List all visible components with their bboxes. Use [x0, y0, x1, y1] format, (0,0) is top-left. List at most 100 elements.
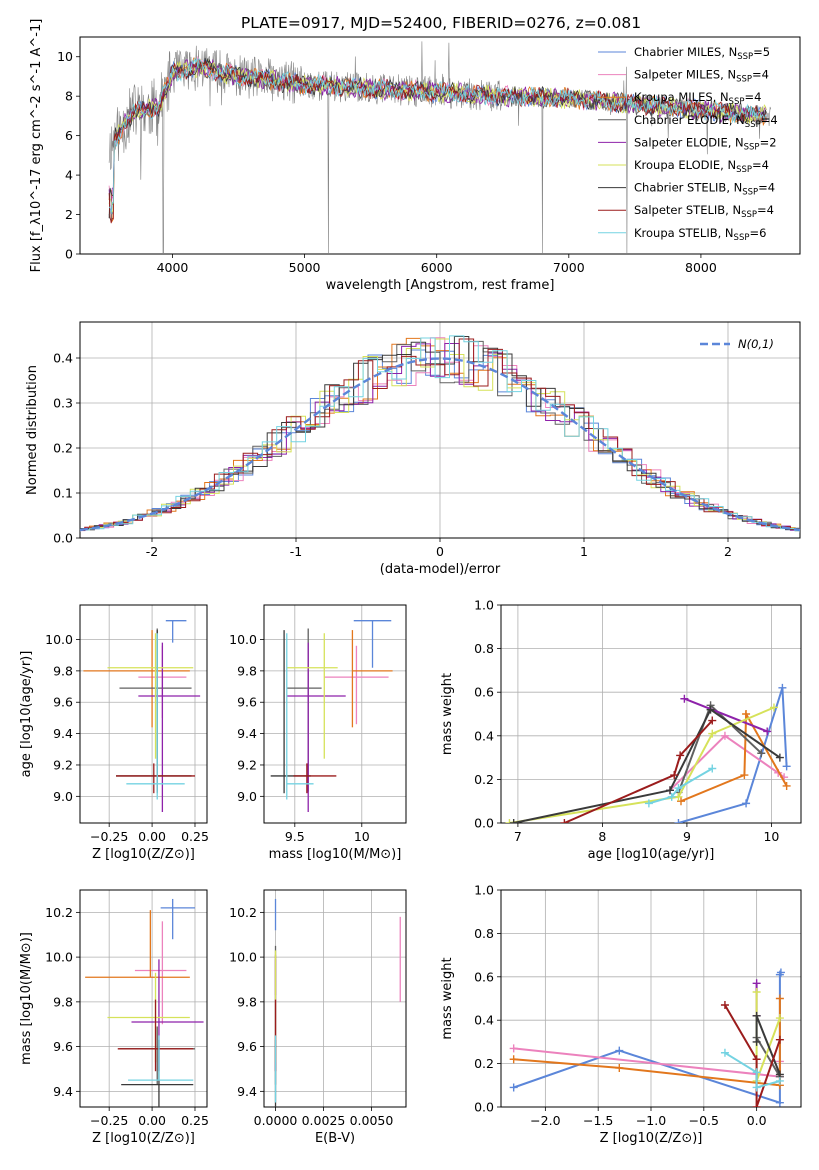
y-tick-label: 9.6: [53, 695, 73, 710]
x-tick-label: 10: [763, 829, 779, 844]
x-tick-label: 0.25: [181, 1113, 209, 1128]
x-tick-label: −0.25: [90, 829, 128, 844]
y-tick-label: 10: [57, 49, 73, 64]
marker-kroupa_stelib: [720, 1048, 729, 1057]
x-tick-label: 8000: [685, 260, 717, 275]
x-tick-label: 7: [514, 829, 522, 844]
x-axis-label: E(B-V): [315, 1131, 355, 1146]
marker-salpeter_miles: [509, 1044, 518, 1053]
x-axis-label: age [log10(age/yr)]: [588, 847, 715, 862]
marker-salpeter_stelib: [708, 716, 717, 725]
y-tick-label: 9.4: [237, 1084, 257, 1099]
y-tick-label: 9.8: [237, 663, 257, 678]
x-tick-label: −0.5: [689, 1113, 719, 1128]
x-axis-label: Z [log10(Z/Z⊙)]: [92, 1131, 195, 1146]
y-tick-label: 0.2: [474, 1056, 494, 1071]
series-chabrier_elodie: [755, 1037, 781, 1078]
legend-entry: Salpeter MILES, NSSP=4: [634, 68, 769, 85]
y-tick-label: 0.4: [474, 728, 494, 743]
y-tick-label: 9.0: [53, 789, 73, 804]
y-tick-label: 9.6: [237, 1039, 257, 1054]
mass-vs-EBV-axes: 0.0000 0.0025 0.0050 9.4 9.6 9.8 10.0 10.2 E(B-V…: [229, 889, 407, 1146]
histogram-kroupa_miles: [80, 337, 800, 532]
histogram-kroupa_stelib: [80, 335, 800, 532]
y-tick-label: 0.1: [53, 486, 73, 501]
y-tick-label: 9.4: [53, 726, 73, 741]
marker-kroupa_stelib: [752, 1083, 761, 1092]
spectrum-axes: 4000 5000 6000 7000 8000 0 2 4 6 8 10 wavelength [A…: [29, 19, 801, 293]
marker-kroupa_elodie: [775, 1014, 784, 1023]
x-tick-label: 9: [683, 829, 691, 844]
histogram-salpeter_stelib: [80, 338, 800, 531]
marker-chabrier_stelib: [752, 1037, 761, 1046]
legend-entry: Salpeter ELODIE, NSSP=2: [634, 135, 777, 152]
marker-salpeter_stelib: [752, 1103, 761, 1107]
y-tick-label: 9.8: [53, 663, 73, 678]
series-kroupa_miles: [680, 710, 788, 803]
mass-weight-vs-age-axes: 7 8 9 10 0.0 0.2 0.4 0.6 0.8 1.0 age [log10(age/yr…: [440, 598, 802, 862]
marker-kroupa_stelib: [775, 1076, 784, 1085]
y-tick-label: 9.8: [237, 994, 257, 1009]
marker-chabrier_miles: [775, 1098, 784, 1107]
mass-weight-vs-Z-axes: −2.0 −1.5 −1.0 −0.5 0.0 0.0 0.2 0.4 0.6 0.8 1.0 Z […: [440, 883, 802, 1146]
marker-chabrier_miles: [674, 819, 683, 823]
axes-frame: [79, 604, 208, 824]
marker-kroupa_stelib: [674, 784, 683, 793]
marker-kroupa_miles: [509, 1055, 518, 1064]
y-tick-label: 10.2: [229, 905, 257, 920]
axes-frame: [263, 604, 407, 824]
age-vs-Z-axes: −0.25 0.00 0.25 9.0 9.2 9.4 9.6 9.8 10.0 Z [log10…: [19, 604, 209, 862]
gaussian-curve: [79, 357, 801, 532]
y-tick-label: 10.2: [45, 905, 73, 920]
x-tick-label: 2: [724, 544, 732, 559]
x-tick-label: 0.0: [747, 1113, 767, 1128]
x-tick-label: 1: [580, 544, 588, 559]
y-tick-label: 0.3: [53, 396, 73, 411]
y-tick-label: 8: [65, 89, 73, 104]
marker-kroupa_miles: [740, 771, 749, 780]
marker-chabrier_miles: [742, 799, 751, 808]
marker-kroupa_elodie: [674, 792, 683, 801]
model-spectrum-salpeter_stelib: [108, 58, 767, 224]
x-tick-label: 0.0025: [302, 1113, 346, 1128]
marker-salpeter_elodie: [763, 727, 772, 736]
x-tick-label: 5000: [289, 260, 321, 275]
y-tick-label: 0.4: [474, 1013, 494, 1028]
marker-kroupa_elodie: [752, 987, 761, 996]
legend-entry: Chabrier ELODIE, NSSP=4: [634, 113, 778, 130]
y-tick-label: 9.2: [53, 757, 73, 772]
x-tick-label: 0.0000: [254, 1113, 298, 1128]
y-tick-label: 10.0: [229, 950, 257, 965]
marker-kroupa_miles: [775, 994, 784, 1003]
marker-salpeter_stelib: [720, 1001, 729, 1010]
residual-distribution-axes: -2 -1 0 1 2 0.0 0.1 0.2 0.3 0.4 (data-model)/error…: [25, 321, 801, 577]
marker-chabrier_stelib: [509, 819, 518, 823]
axes-frame: [79, 36, 801, 255]
y-tick-label: 6: [65, 128, 73, 143]
y-tick-label: 0.8: [474, 641, 494, 656]
figure-title: PLATE=0917, MJD=52400, FIBERID=0276, z=0…: [241, 14, 641, 32]
x-tick-label: 6000: [421, 260, 453, 275]
y-axis-label: mass [log10(M/M⊙)]: [19, 932, 34, 1065]
marker-chabrier_miles: [776, 968, 785, 977]
marker-chabrier_stelib: [775, 753, 784, 762]
y-axis-label: mass weight: [440, 957, 455, 1039]
marker-salpeter_stelib: [676, 751, 685, 760]
marker-salpeter_elodie: [752, 979, 761, 988]
axes-frame: [79, 889, 208, 1108]
series-kroupa_stelib: [724, 1051, 781, 1089]
model-spectrum-kroupa_stelib: [108, 57, 767, 215]
marker-chabrier_miles: [509, 1083, 518, 1092]
y-tick-label: 10.0: [229, 632, 257, 647]
marker-salpeter_miles: [720, 731, 729, 740]
x-axis-label: mass [log10(M/M⊙)]: [269, 847, 402, 862]
marker-kroupa_stelib: [752, 1068, 761, 1077]
x-axis-label: Z [log10(Z/Z⊙)]: [600, 1131, 703, 1146]
y-tick-label: 0.6: [474, 969, 494, 984]
y-axis-label: age [log10(age/yr)]: [19, 651, 34, 778]
marker-kroupa_stelib: [667, 792, 676, 801]
marker-chabrier_miles: [782, 762, 791, 771]
marker-kroupa_miles: [677, 797, 685, 806]
y-tick-label: 9.8: [53, 994, 73, 1009]
